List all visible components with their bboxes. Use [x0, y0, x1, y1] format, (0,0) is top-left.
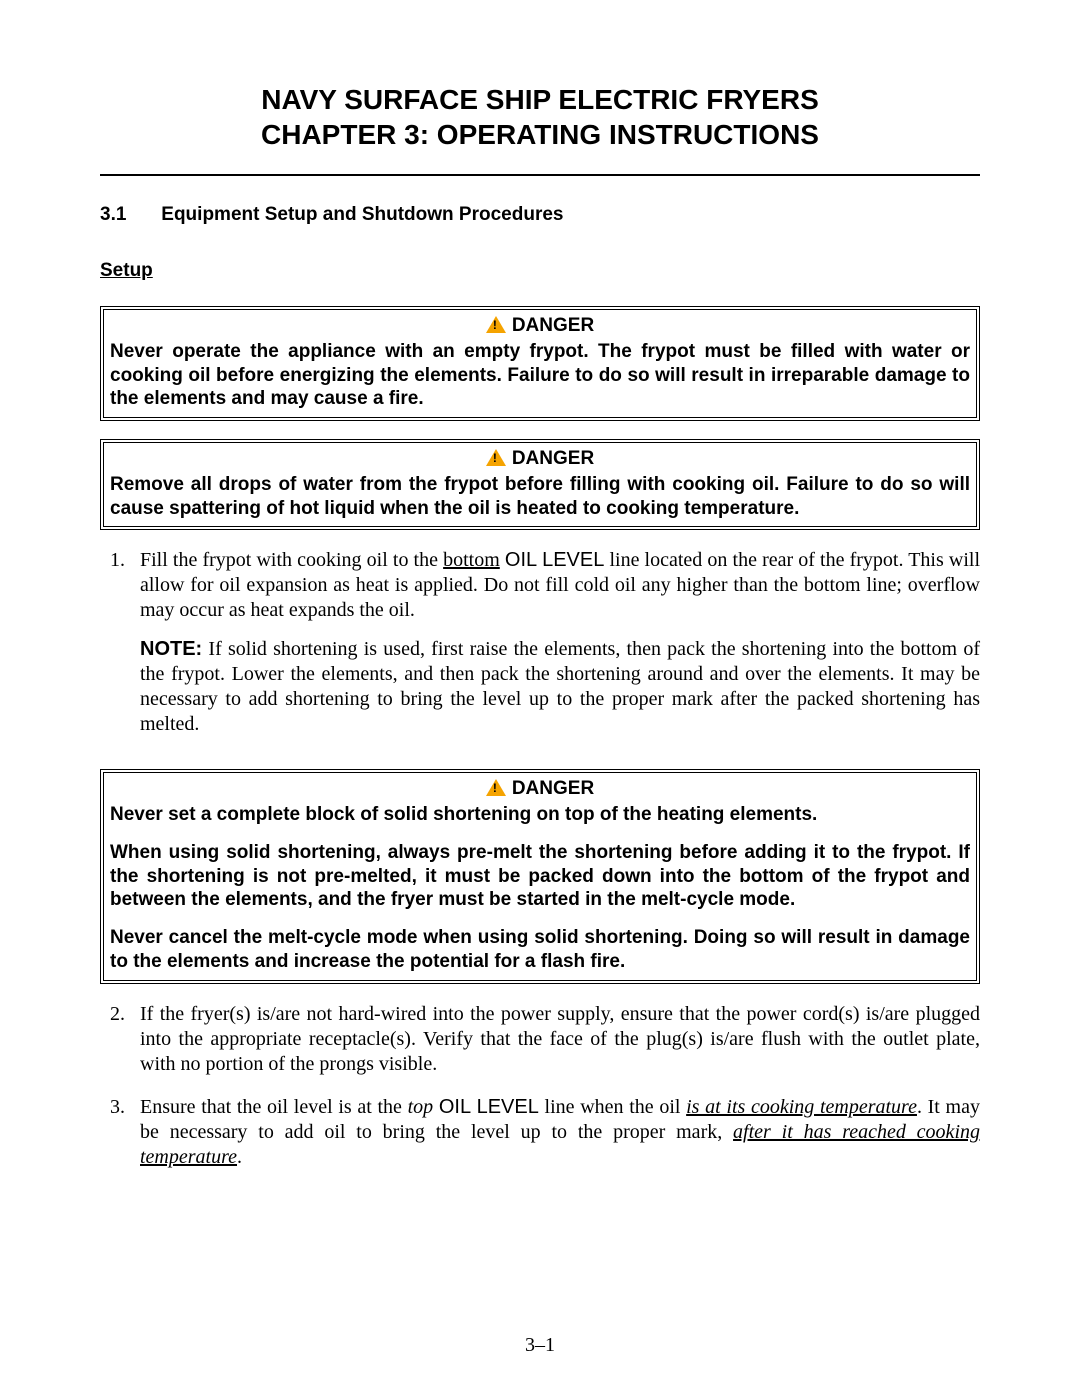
text-run: Ensure that the oil level is at the [140, 1096, 408, 1118]
danger-label: DANGER [110, 447, 970, 471]
danger-text: DANGER [512, 778, 594, 799]
text-run: Fill the frypot with cooking oil to the [140, 549, 443, 571]
underline-cooking-temp: is at its cooking temperature [686, 1096, 917, 1118]
list-item-2: If the fryer(s) is/are not hard-wired in… [130, 1002, 980, 1077]
danger-text: DANGER [512, 448, 594, 469]
danger-label: DANGER [110, 314, 970, 338]
setup-steps-list-continued: If the fryer(s) is/are not hard-wired in… [100, 1002, 980, 1170]
italic-top: top [408, 1096, 434, 1118]
document-page: NAVY SURFACE SHIP ELECTRIC FRYERS CHAPTE… [0, 0, 1080, 1397]
danger-2-body: Remove all drops of water from the frypo… [110, 473, 970, 521]
warning-triangle-icon [486, 316, 506, 333]
danger-text: DANGER [512, 315, 594, 336]
danger-3-p2: When using solid shortening, always pre-… [110, 841, 970, 912]
list-item-3: Ensure that the oil level is at the top … [130, 1095, 980, 1170]
danger-3-p3: Never cancel the melt-cycle mode when us… [110, 926, 970, 974]
list-item-1: Fill the frypot with cooking oil to the … [130, 548, 980, 737]
oil-level-label: OIL LEVEL [439, 1096, 539, 1118]
section-title: Equipment Setup and Shutdown Procedures [161, 204, 563, 225]
underline-bottom: bottom [443, 549, 500, 571]
note-paragraph: NOTE: If solid shortening is used, first… [140, 637, 980, 737]
text-run: line when the oil [539, 1096, 686, 1118]
warning-triangle-icon [486, 449, 506, 466]
title-line-1: NAVY SURFACE SHIP ELECTRIC FRYERS [100, 82, 980, 117]
danger-box-1: DANGER Never operate the appliance with … [100, 306, 980, 421]
danger-label: DANGER [110, 777, 970, 801]
danger-box-2: DANGER Remove all drops of water from th… [100, 439, 980, 530]
danger-1-body: Never operate the appliance with an empt… [110, 340, 970, 411]
oil-level-label: OIL LEVEL [505, 549, 604, 571]
danger-box-3: DANGER Never set a complete block of sol… [100, 769, 980, 983]
section-heading: 3.1 Equipment Setup and Shutdown Procedu… [100, 204, 980, 226]
title-rule [100, 174, 980, 176]
note-label: NOTE: [140, 638, 202, 660]
spacer [100, 755, 980, 769]
danger-3-p1: Never set a complete block of solid shor… [110, 803, 970, 827]
setup-steps-list: Fill the frypot with cooking oil to the … [100, 548, 980, 737]
section-number: 3.1 [100, 204, 156, 226]
text-run: . [237, 1146, 242, 1168]
page-title: NAVY SURFACE SHIP ELECTRIC FRYERS CHAPTE… [100, 82, 980, 152]
warning-triangle-icon [486, 779, 506, 796]
setup-subheading: Setup [100, 260, 980, 282]
note-body: If solid shortening is used, first raise… [140, 638, 980, 735]
page-number: 3–1 [0, 1334, 1080, 1357]
title-line-2: CHAPTER 3: OPERATING INSTRUCTIONS [100, 117, 980, 152]
